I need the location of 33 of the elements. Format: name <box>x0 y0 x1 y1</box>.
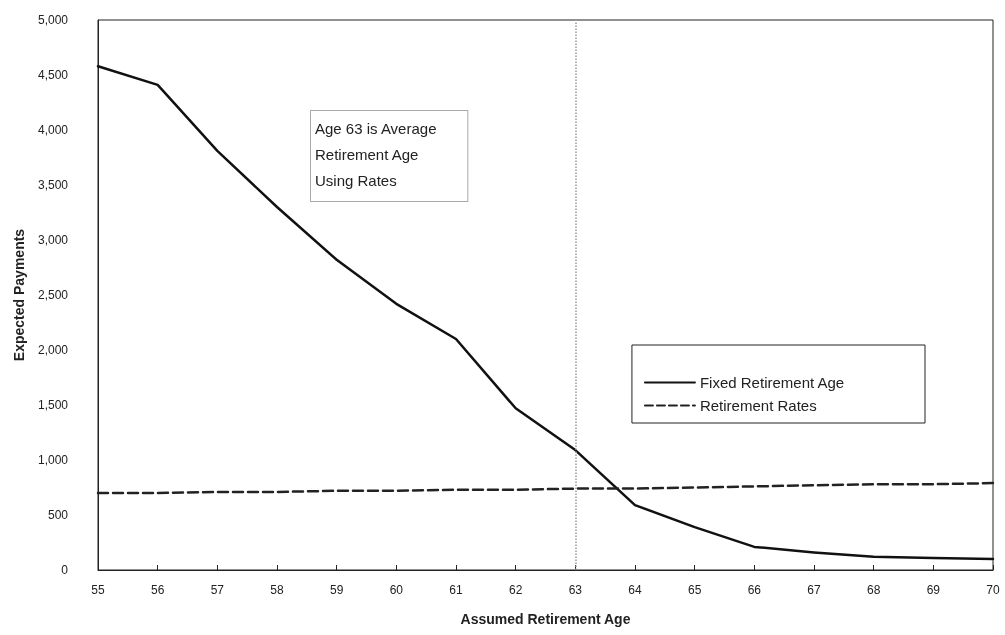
x-tick-label: 59 <box>329 583 344 597</box>
x-tick-label: 58 <box>270 583 284 597</box>
x-tick-label: 56 <box>150 583 165 597</box>
x-tick-label: 65 <box>687 583 702 597</box>
x-tick-label: 62 <box>508 583 523 597</box>
y-axis-title: Expected Payments <box>11 228 27 362</box>
x-tick-label: 57 <box>210 583 225 597</box>
legend-label: Retirement Rates <box>699 397 817 414</box>
annotation: Age 63 is Average Retirement Age Using Rates <box>315 119 437 189</box>
x-axis-title: Assumed Retirement Age <box>460 611 631 627</box>
y-tick-label: 0 <box>61 563 69 577</box>
y-tick-label: 3,500 <box>37 178 69 192</box>
y-tick-label: 3,000 <box>37 233 69 247</box>
legend-label: Fixed Retirement Age <box>699 374 845 391</box>
y-tick-label: 1,000 <box>37 453 69 467</box>
x-tick-label: 66 <box>747 583 762 597</box>
line-series <box>96 64 995 561</box>
y-tick-label: 4,500 <box>37 68 69 82</box>
y-tick-label: 2,500 <box>37 288 69 302</box>
x-tick-label: 61 <box>449 583 463 597</box>
x-tick-label: 63 <box>568 583 583 597</box>
x-tick-label: 60 <box>389 583 404 597</box>
x-tick-label: 69 <box>926 583 941 597</box>
y-tick-label: 1,500 <box>37 398 69 412</box>
x-tick-label: 67 <box>807 583 821 597</box>
x-tick-label: 68 <box>866 583 881 597</box>
y-tick-label: 2,000 <box>37 343 69 357</box>
x-tick-label: 70 <box>986 583 1000 597</box>
x-tick-label: 64 <box>628 583 642 597</box>
y-tick-label: 500 <box>47 508 69 522</box>
y-tick-label: 5,000 <box>37 13 69 27</box>
y-tick-label: 4,000 <box>37 123 69 137</box>
x-tick-label: 55 <box>91 583 105 597</box>
